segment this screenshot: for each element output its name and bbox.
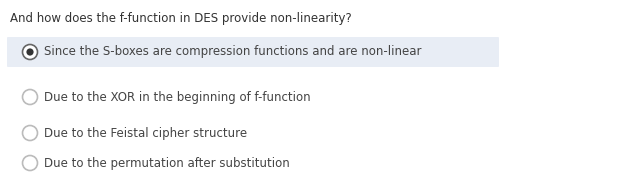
- Circle shape: [22, 155, 37, 171]
- Circle shape: [22, 89, 37, 105]
- Text: Due to the XOR in the beginning of f-function: Due to the XOR in the beginning of f-fun…: [44, 91, 310, 103]
- Circle shape: [22, 44, 37, 60]
- Text: Due to the permutation after substitution: Due to the permutation after substitutio…: [44, 156, 289, 169]
- Text: Due to the Feistal cipher structure: Due to the Feistal cipher structure: [44, 126, 247, 140]
- Text: And how does the f-function in DES provide non-linearity?: And how does the f-function in DES provi…: [10, 12, 352, 25]
- FancyBboxPatch shape: [7, 37, 499, 67]
- Circle shape: [26, 48, 34, 56]
- Circle shape: [22, 126, 37, 140]
- Text: Since the S-boxes are compression functions and are non-linear: Since the S-boxes are compression functi…: [44, 46, 421, 59]
